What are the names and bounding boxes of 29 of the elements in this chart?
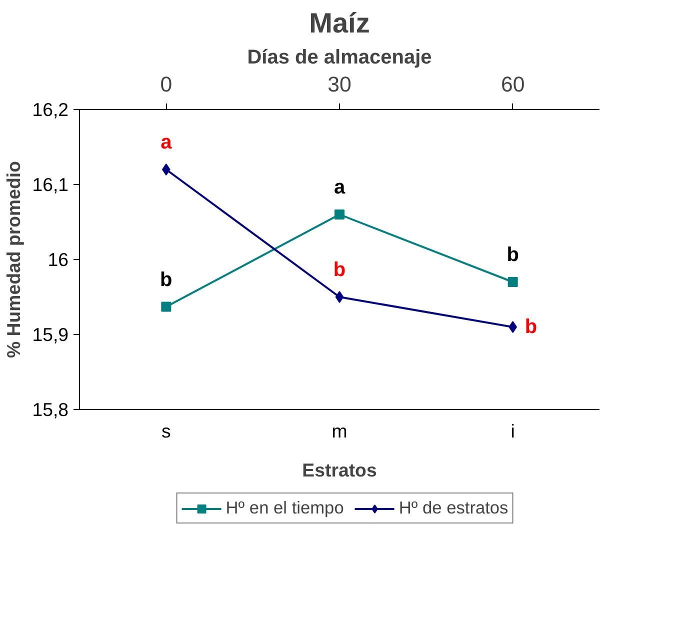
legend-label: Hº en el tiempo [226, 498, 344, 518]
y-tick-label: 16,1 [32, 174, 68, 195]
annotation: b [333, 259, 346, 281]
y-tick-label: 15,9 [32, 324, 68, 345]
x-tick-label: i [510, 420, 515, 442]
point [508, 277, 518, 287]
point [334, 210, 344, 220]
x2-tick-label: 0 [160, 72, 172, 96]
point [162, 164, 170, 176]
y-tick-label: 16,2 [32, 99, 68, 120]
chart-title: Maíz [309, 8, 370, 38]
x-axis-title: Estratos [302, 460, 377, 480]
legend-label: Hº de estratos [398, 498, 508, 518]
x2-tick-label: 30 [328, 72, 352, 96]
annotation: b [524, 316, 538, 338]
annotation: a [160, 132, 173, 154]
x-tick-label: m [332, 420, 348, 442]
annotation: b [160, 268, 172, 291]
x2-axis-title: Días de almacenaje [247, 46, 432, 68]
annotation: a [334, 176, 346, 198]
x2-tick-label: 60 [500, 72, 525, 96]
point [161, 302, 172, 312]
y-tick-label: 16 [48, 249, 69, 270]
y-tick-label: 15,8 [32, 399, 68, 420]
annotation: b [506, 244, 519, 266]
point [335, 291, 344, 303]
point [508, 321, 517, 333]
x-tick-label: s [162, 420, 171, 442]
y-axis-title: % Humedad promedio [3, 161, 24, 358]
